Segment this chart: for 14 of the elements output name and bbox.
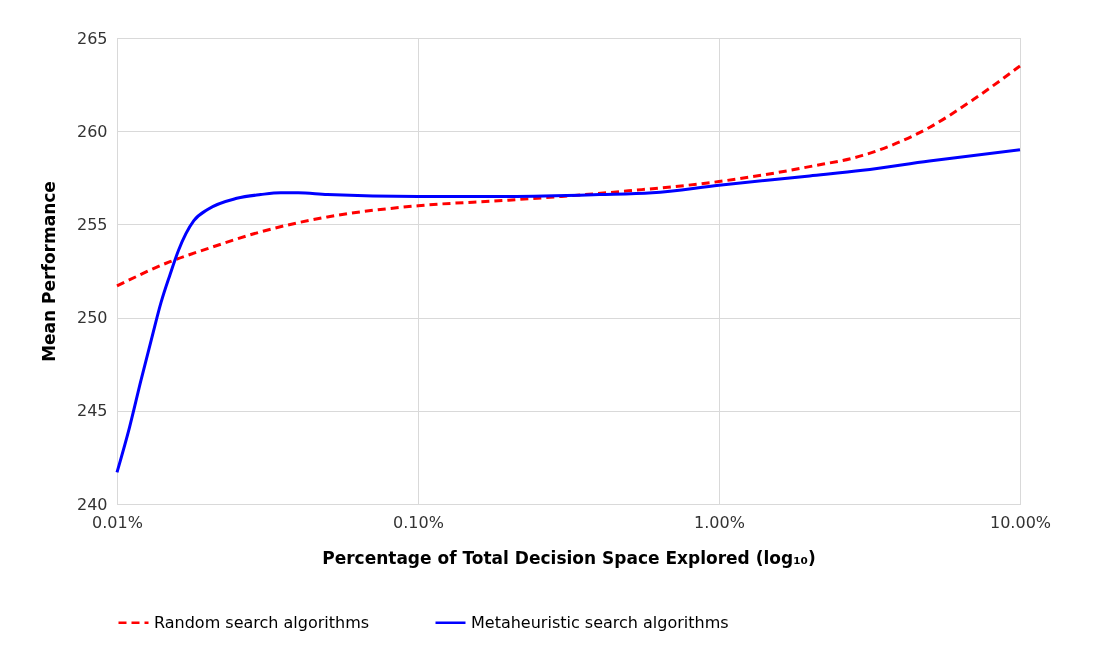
x-axis-title: Percentage of Total Decision Space Explored (log₁₀) (322, 547, 816, 568)
y-tick-label: 250 (76, 308, 108, 328)
x-tick-label: 0.01% (92, 512, 143, 532)
y-tick-label: 265 (76, 28, 108, 48)
y-tick-label: 240 (76, 494, 108, 514)
legend-label: Random search algorithms (154, 612, 370, 632)
y-tick-label: 255 (76, 214, 108, 234)
legend-label: Metaheuristic search algorithms (471, 612, 729, 632)
x-tick-label: 10.00% (989, 512, 1052, 532)
y-tick-label: 245 (76, 401, 108, 421)
y-tick-label: 260 (76, 121, 108, 141)
x-tick-label: 0.10% (393, 512, 444, 532)
y-axis-title: Mean Performance (38, 181, 59, 362)
x-tick-label: 1.00% (694, 512, 745, 532)
